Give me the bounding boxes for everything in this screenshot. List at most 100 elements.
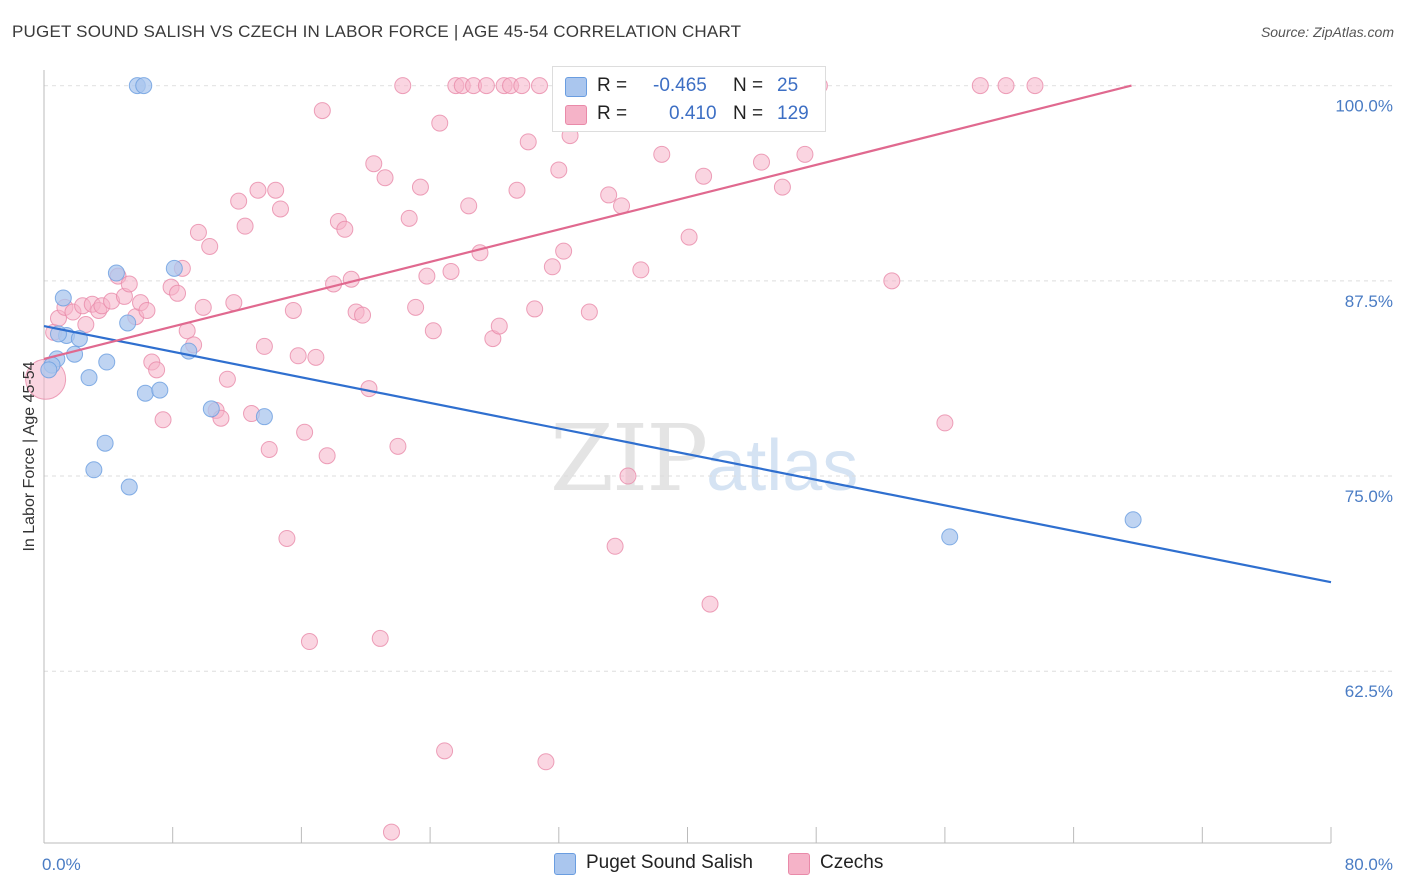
salish-point — [119, 314, 137, 332]
tick-labels: 62.5% 75.0% 87.5% 100.0% 0.0% 80.0% In Labor F… — [21, 97, 1393, 874]
czechs-point — [555, 242, 573, 260]
salish-point — [80, 369, 98, 387]
salish-point — [85, 461, 103, 479]
czechs-point — [513, 77, 531, 95]
czechs-point — [284, 301, 302, 319]
czechs-point — [230, 192, 248, 210]
czechs-points — [25, 77, 1044, 841]
czechs-point — [526, 300, 544, 318]
czechs-point — [120, 275, 138, 293]
czechs-point — [537, 753, 555, 771]
salish-point — [255, 408, 273, 426]
salish-point — [136, 384, 154, 402]
czechs-point — [154, 411, 172, 429]
czechs-point — [431, 114, 449, 132]
czechs-point — [424, 322, 442, 340]
czechs-point — [883, 272, 901, 290]
r-label: R = — [597, 103, 628, 124]
czechs-point — [354, 306, 372, 324]
czechs-point — [394, 77, 412, 95]
stats-legend: R = -0.465 N = 25 R = 0.410 N = 129 — [552, 66, 826, 132]
czechs-point — [418, 267, 436, 285]
czechs-point — [619, 467, 637, 485]
salish-point — [54, 289, 72, 307]
series-legend: Puget Sound Salish Czechs — [0, 850, 1406, 880]
czechs-point — [313, 102, 331, 120]
salish-trend-line — [43, 325, 1332, 584]
czechs-point — [490, 317, 508, 335]
x-tick-label-min: 0.0% — [42, 855, 81, 874]
czechs-point — [400, 209, 418, 227]
czechs-point — [460, 197, 478, 215]
czechs-point — [773, 178, 791, 196]
salish-point — [66, 345, 84, 363]
czechs-point — [442, 262, 460, 280]
czechs-point — [365, 155, 383, 173]
czechs-point — [236, 217, 254, 235]
n-label: N = — [733, 75, 764, 96]
czechs-point — [267, 181, 285, 199]
salish-point — [202, 400, 220, 418]
czechs-trend-line — [43, 84, 1132, 360]
czechs-point — [653, 145, 671, 163]
czechs-point — [376, 169, 394, 187]
legend-label: Czechs — [820, 852, 884, 873]
czechs-point — [1026, 77, 1044, 95]
czechs-point — [695, 167, 713, 185]
czechs-point — [407, 298, 425, 316]
salish-point — [135, 77, 153, 95]
salish-point — [1124, 511, 1142, 529]
grid-lines — [44, 85, 1392, 672]
czechs-point — [189, 223, 207, 241]
chart-title: PUGET SOUND SALISH VS CZECH IN LABOR FOR… — [12, 22, 742, 41]
y-axis-title: In Labor Force | Age 45-54 — [21, 361, 38, 551]
salish-point — [96, 434, 114, 452]
salish-point — [120, 478, 138, 496]
n-value: 25 — [777, 75, 799, 96]
x-tick-label-max: 80.0% — [1345, 855, 1393, 874]
salish-point — [165, 259, 183, 277]
czechs-point — [632, 261, 650, 279]
salish-swatch — [554, 853, 576, 875]
y-tick-label: 62.5% — [1345, 682, 1393, 701]
czechs-swatch — [788, 853, 810, 875]
czechs-point — [936, 414, 954, 432]
czechs-point — [289, 347, 307, 365]
czechs-point — [753, 153, 771, 171]
czechs-point — [411, 178, 429, 196]
salish-point — [151, 381, 169, 399]
watermark-zip: ZIP — [550, 405, 708, 512]
czechs-point — [218, 370, 236, 388]
czechs-point — [997, 77, 1015, 95]
salish-point — [40, 361, 58, 379]
czechs-point — [680, 228, 698, 246]
czechs-point — [255, 337, 273, 355]
trend-lines — [43, 84, 1332, 584]
czechs-point — [600, 186, 618, 204]
legend-label: Puget Sound Salish — [586, 852, 753, 873]
czechs-point — [336, 220, 354, 238]
salish-point — [941, 528, 959, 546]
czechs-point — [148, 361, 166, 379]
czechs-point — [606, 537, 624, 555]
czechs-point — [307, 348, 325, 366]
czechs-point — [550, 161, 568, 179]
czechs-point — [389, 437, 407, 455]
czechs-point — [508, 181, 526, 199]
czechs-point — [530, 77, 548, 95]
czechs-point — [77, 316, 95, 334]
czechs-point — [225, 294, 243, 312]
salish-point — [107, 264, 125, 282]
salish-point — [98, 353, 116, 371]
czechs-point — [382, 823, 400, 841]
watermark-atlas: atlas — [706, 426, 859, 506]
n-label: N = — [733, 103, 764, 124]
czechs-point — [580, 303, 598, 321]
y-tick-label: 100.0% — [1335, 97, 1393, 116]
source-credit: Source: ZipAtlas.com — [1260, 24, 1394, 40]
czechs-point — [138, 301, 156, 319]
czechs-point — [701, 595, 719, 613]
czechs-point — [477, 77, 495, 95]
czechs-point — [796, 145, 814, 163]
